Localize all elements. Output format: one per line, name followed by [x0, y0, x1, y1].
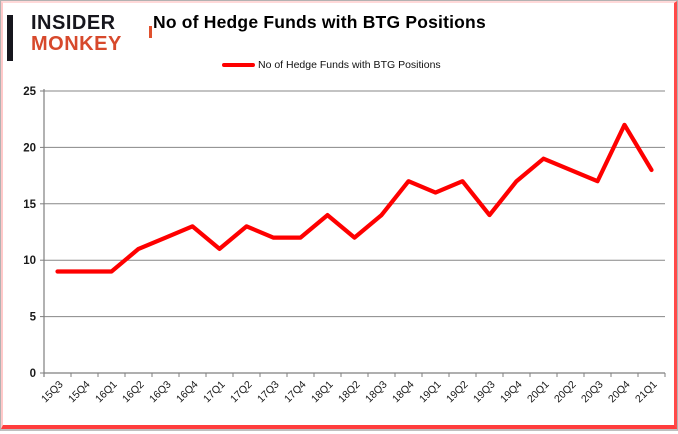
x-axis-tick-label: 16Q4	[174, 379, 201, 406]
chart-title: No of Hedge Funds with BTG Positions	[153, 12, 486, 32]
y-axis-tick-label: 25	[23, 86, 36, 98]
logo-word-insider: INSIDER	[31, 12, 116, 34]
x-axis-tick-label: 16Q1	[93, 379, 120, 406]
x-axis-tick-label: 20Q1	[525, 379, 552, 406]
y-axis-tick-label: 10	[23, 255, 36, 267]
y-axis-tick-label: 0	[30, 368, 36, 380]
x-axis-tick-label: 18Q3	[363, 379, 390, 406]
x-axis-tick-label: 19Q3	[471, 379, 498, 406]
chart-legend: No of Hedge Funds with BTG Positions	[222, 58, 441, 72]
logo-text: INSIDER MONKEY	[31, 13, 122, 55]
x-axis-tick-label: 17Q3	[255, 379, 282, 406]
x-axis-tick-label: 19Q1	[417, 379, 444, 406]
x-axis-tick-label: 17Q2	[228, 379, 255, 406]
x-axis-tick-label: 15Q4	[66, 379, 93, 406]
series-line	[55, 122, 654, 274]
x-axis-tick-label: 16Q2	[120, 379, 147, 406]
logo-word-monkey: MONKEY	[31, 33, 122, 55]
x-axis-tick-label: 20Q4	[606, 379, 633, 406]
x-axis-tick-label: 16Q3	[147, 379, 174, 406]
legend-line-swatch	[222, 63, 255, 67]
insider-monkey-logo: INSIDER MONKEY	[7, 13, 122, 61]
x-axis-tick-label: 21Q1	[633, 379, 660, 406]
x-axis-tick-label: 19Q4	[498, 379, 525, 406]
legend-label: No of Hedge Funds with BTG Positions	[258, 59, 441, 71]
x-axis-tick-label: 19Q2	[444, 379, 471, 406]
y-axis-tick-label: 5	[30, 312, 37, 324]
x-axis-tick-label: 20Q3	[579, 379, 606, 406]
logo-left-bar	[7, 15, 13, 61]
logo-accent-mark	[149, 26, 152, 38]
x-axis-tick-label: 17Q1	[201, 379, 228, 406]
x-axis-tick-label: 18Q2	[336, 379, 363, 406]
x-axis-tick-label: 20Q2	[552, 379, 579, 406]
x-axis-tick-label: 17Q4	[282, 379, 309, 406]
y-axis-tick-label: 20	[23, 142, 36, 154]
y-axis-tick-label: 15	[23, 199, 36, 211]
x-axis-tick-label: 15Q3	[39, 379, 66, 406]
x-axis-tick-label: 18Q4	[390, 379, 417, 406]
x-axis-tick-label: 18Q1	[309, 379, 336, 406]
